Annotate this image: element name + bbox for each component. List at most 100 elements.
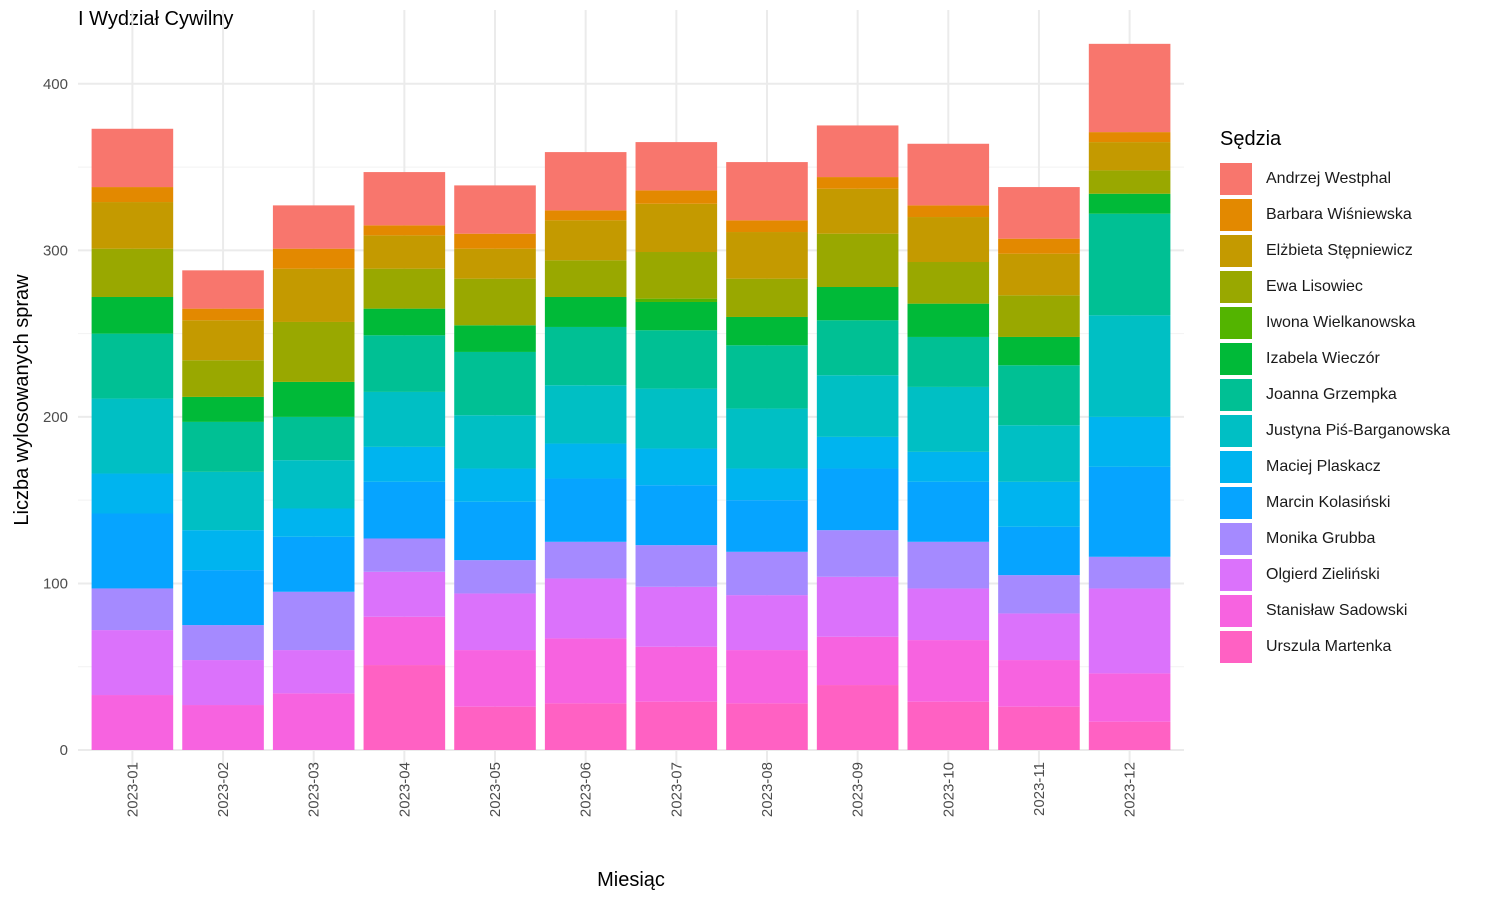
x-tick-label: 2023-09 — [850, 762, 867, 817]
bar-segment — [544, 220, 627, 261]
legend-label: Urszula Martenka — [1266, 638, 1392, 655]
bar-segment — [635, 298, 718, 302]
x-tick-label: 2023-12 — [1122, 762, 1139, 817]
bar-segment — [544, 443, 627, 479]
bar-segment — [272, 268, 355, 322]
legend-item: Maciej Plaskacz — [1220, 449, 1450, 485]
bar-segment — [544, 703, 627, 750]
bar-segment — [91, 695, 174, 750]
bar-segment — [998, 481, 1080, 527]
bar-segment — [363, 481, 446, 539]
bar-segment — [182, 360, 264, 397]
legend-item: Stanisław Sadowski — [1220, 593, 1450, 629]
legend-label: Joanna Grzempka — [1266, 386, 1397, 403]
bar-segment — [363, 308, 446, 336]
bar-segment — [454, 278, 536, 326]
bar-segment — [726, 703, 808, 750]
bar-segment — [635, 142, 718, 191]
bar-segment — [272, 693, 355, 750]
legend: Sędzia Andrzej Westphal Barbara Wiśniewsk… — [1220, 128, 1450, 665]
bar-segment — [1088, 193, 1171, 214]
bar-segment — [272, 381, 355, 417]
chart-title: I Wydział Cywilny — [78, 8, 234, 30]
bar-segment — [1088, 588, 1171, 674]
legend-swatch — [1220, 415, 1252, 447]
bar-segment — [816, 636, 899, 686]
y-tick-labels: 0 100 200 300 400 — [43, 76, 68, 759]
y-tick-label: 400 — [43, 76, 68, 93]
legend-swatch — [1220, 487, 1252, 519]
legend-item: Elżbieta Stępniewicz — [1220, 233, 1450, 269]
bar-segment — [816, 177, 899, 189]
bar-segment — [726, 408, 808, 469]
x-tick-label: 2023-05 — [487, 762, 504, 817]
legend-item: Iwona Wielkanowska — [1220, 305, 1450, 341]
x-tick-labels: 2023-01 2023-02 2023-03 2023-04 2023-05 2023-… — [124, 762, 1138, 817]
bar-segment — [998, 660, 1080, 707]
bar-segment — [363, 391, 446, 447]
legend-label: Marcin Kolasiński — [1266, 494, 1391, 511]
legend-item: Monika Grubba — [1220, 521, 1450, 557]
legend-swatch — [1220, 451, 1252, 483]
bar-segment — [726, 500, 808, 552]
bar-segment — [816, 286, 899, 321]
bar-segment — [1088, 721, 1171, 750]
legend-swatch — [1220, 271, 1252, 303]
bar-segment — [907, 451, 990, 482]
x-tick-label: 2023-10 — [940, 762, 957, 817]
bar-segment — [635, 545, 718, 587]
bar-segment — [726, 468, 808, 501]
legend-swatch — [1220, 343, 1252, 375]
bar-segment — [726, 345, 808, 409]
bar-segment — [635, 252, 718, 299]
bar-segment — [363, 538, 446, 572]
bar-segment — [454, 501, 536, 561]
bar-segment — [363, 446, 446, 482]
legend-label: Andrzej Westphal — [1266, 170, 1392, 187]
bar-segment — [726, 595, 808, 651]
bar-segment — [726, 278, 808, 317]
bar-segment — [272, 416, 355, 461]
bar-segment — [816, 685, 899, 750]
bar-segment — [998, 253, 1080, 296]
bar-segment — [272, 536, 355, 592]
bar-segment — [1088, 213, 1171, 316]
bar-segment — [907, 303, 990, 337]
bar-segment — [726, 162, 808, 221]
bar-segment — [998, 613, 1080, 661]
y-tick-label: 200 — [43, 409, 68, 426]
bar-segment — [998, 575, 1080, 614]
bar-segment — [182, 625, 264, 661]
bar-segment — [635, 203, 718, 253]
bar-segment — [726, 232, 808, 279]
x-tick-label: 2023-08 — [759, 762, 776, 817]
bar-segment — [363, 235, 446, 269]
legend-swatch — [1220, 559, 1252, 591]
bar-segment — [1088, 673, 1171, 722]
legend-label: Justyna Piś-Barganowska — [1266, 422, 1451, 439]
bar-segment — [182, 570, 264, 626]
legend-label: Maciej Plaskacz — [1266, 458, 1381, 475]
x-tick-label: 2023-11 — [1031, 762, 1048, 816]
legend-label: Barbara Wiśniewska — [1266, 206, 1412, 223]
bar-segment — [998, 526, 1080, 576]
bar-segment — [272, 591, 355, 651]
bar-segment — [182, 308, 264, 321]
bar-segment — [544, 578, 627, 639]
legend-item: Olgierd Zieliński — [1220, 557, 1450, 593]
legend-label: Izabela Wieczór — [1266, 350, 1380, 367]
bar-segment — [91, 128, 174, 188]
legend-label: Elżbieta Stępniewicz — [1266, 242, 1413, 259]
bar-segment — [182, 320, 264, 361]
bar-segment — [726, 220, 808, 233]
x-tick-label: 2023-01 — [124, 762, 141, 817]
x-tick-label: 2023-06 — [578, 762, 595, 817]
bar-segment — [998, 238, 1080, 254]
bar-segment — [1088, 142, 1171, 171]
x-tick-label: 2023-03 — [306, 762, 323, 817]
legend-swatch — [1220, 523, 1252, 555]
bar-segment — [726, 316, 808, 346]
bar-segment — [635, 301, 718, 331]
legend-item: Urszula Martenka — [1220, 629, 1450, 665]
bar-segment — [91, 187, 174, 203]
